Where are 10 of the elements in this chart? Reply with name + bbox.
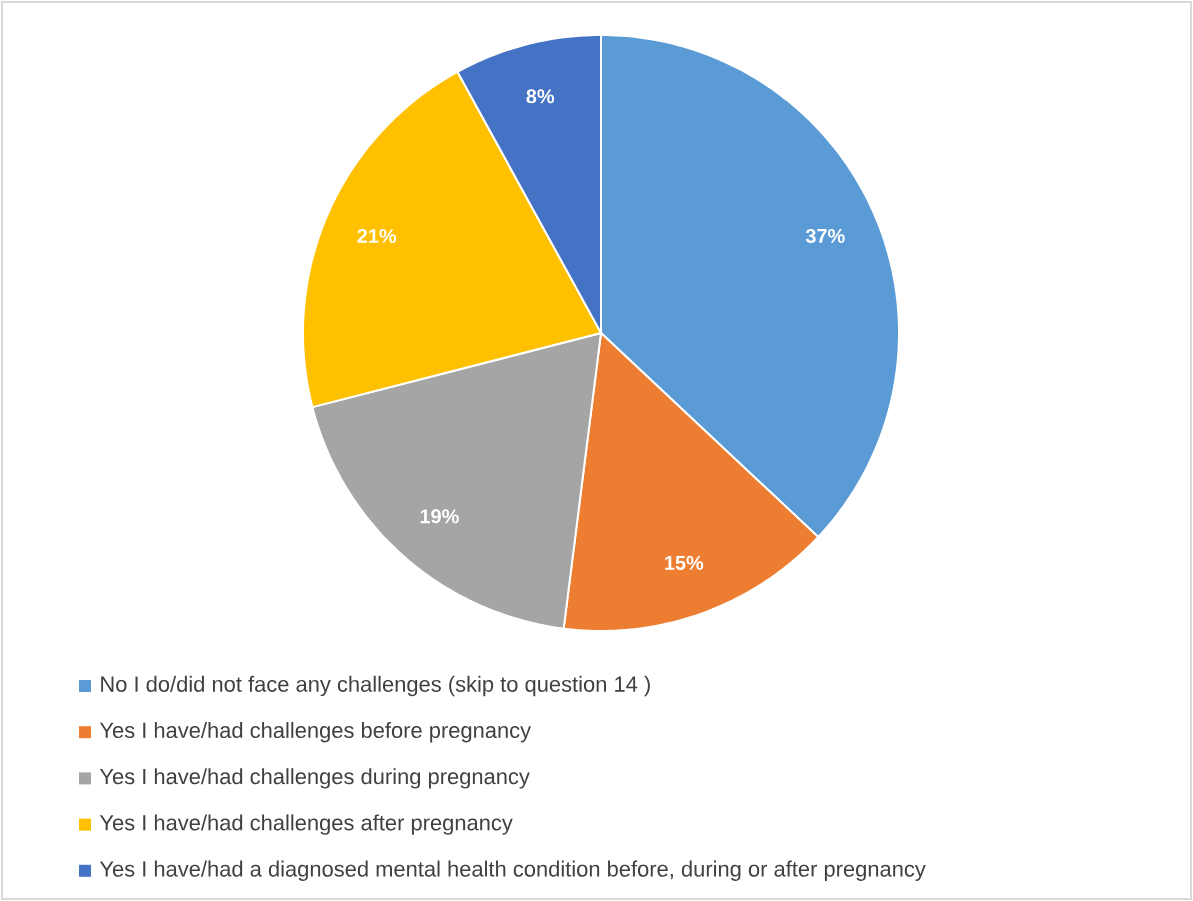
data-label: 15% — [665, 555, 704, 570]
legend-label: Yes I have/had challenges during pregnancy — [99, 768, 530, 789]
legend-label: Yes I have/had a diagnosed mental health condition before, during or after pregnancy — [99, 860, 926, 881]
legend-label: Yes I have/had challenges before pregnancy — [99, 721, 532, 743]
data-label: 37% — [805, 228, 845, 244]
data-label: 8% — [526, 89, 555, 104]
legend-label: No I do/did not face any challenges (skip to question 14 ) — [101, 675, 650, 697]
data-label: 19% — [420, 509, 459, 524]
legend-label: Yes I have/had challenges after pregnancy — [99, 814, 513, 835]
data-label: 21% — [357, 228, 397, 244]
